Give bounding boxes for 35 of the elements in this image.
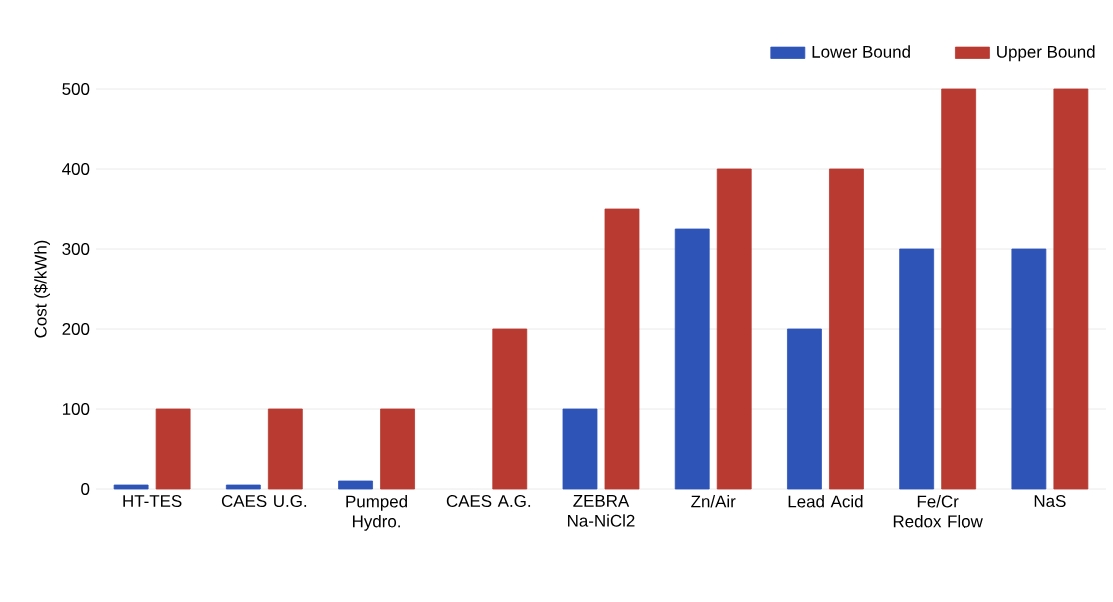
x-tick-label: Fe/Cr Redox Flow (893, 495, 983, 528)
x-tick-label: ZEBRA Na-NiCl2 (568, 495, 635, 527)
bar (829, 168, 864, 490)
bar (225, 484, 261, 490)
x-tick-label: CAES U.G. (221, 495, 307, 508)
bar (899, 248, 935, 490)
legend-label: Lower Bound (812, 45, 910, 58)
bar (113, 484, 149, 490)
y-tick-label: 200 (62, 323, 90, 335)
x-tick-label: CAES A.G. (446, 495, 531, 508)
x-tick-label: Pumped Hydro. (346, 495, 408, 531)
y-tick-label: 400 (62, 163, 90, 175)
bar (562, 408, 598, 490)
bar (716, 168, 752, 490)
bar (941, 88, 977, 490)
y-tick-label: 0 (81, 483, 90, 495)
bar (155, 408, 191, 490)
x-tick-label: NaS (1034, 495, 1066, 508)
bar (1053, 88, 1089, 490)
bar (674, 228, 710, 490)
bar (604, 208, 640, 490)
x-tick-label: HT-TES (123, 495, 182, 508)
bar (338, 480, 373, 490)
y-tick-label: 500 (62, 83, 90, 95)
y-axis-title: Cost ($/kWh) (33, 240, 50, 338)
x-tick-label: Lead Acid (788, 495, 863, 508)
y-tick-label: 100 (62, 403, 90, 415)
legend-label: Upper Bound (997, 45, 1095, 62)
bar (787, 328, 822, 490)
bar (492, 328, 528, 490)
x-tick-label: Zn/Air (691, 495, 736, 508)
bar (380, 408, 415, 490)
bar (1011, 248, 1047, 490)
bar (267, 408, 303, 490)
y-tick-label: 300 (62, 243, 90, 255)
